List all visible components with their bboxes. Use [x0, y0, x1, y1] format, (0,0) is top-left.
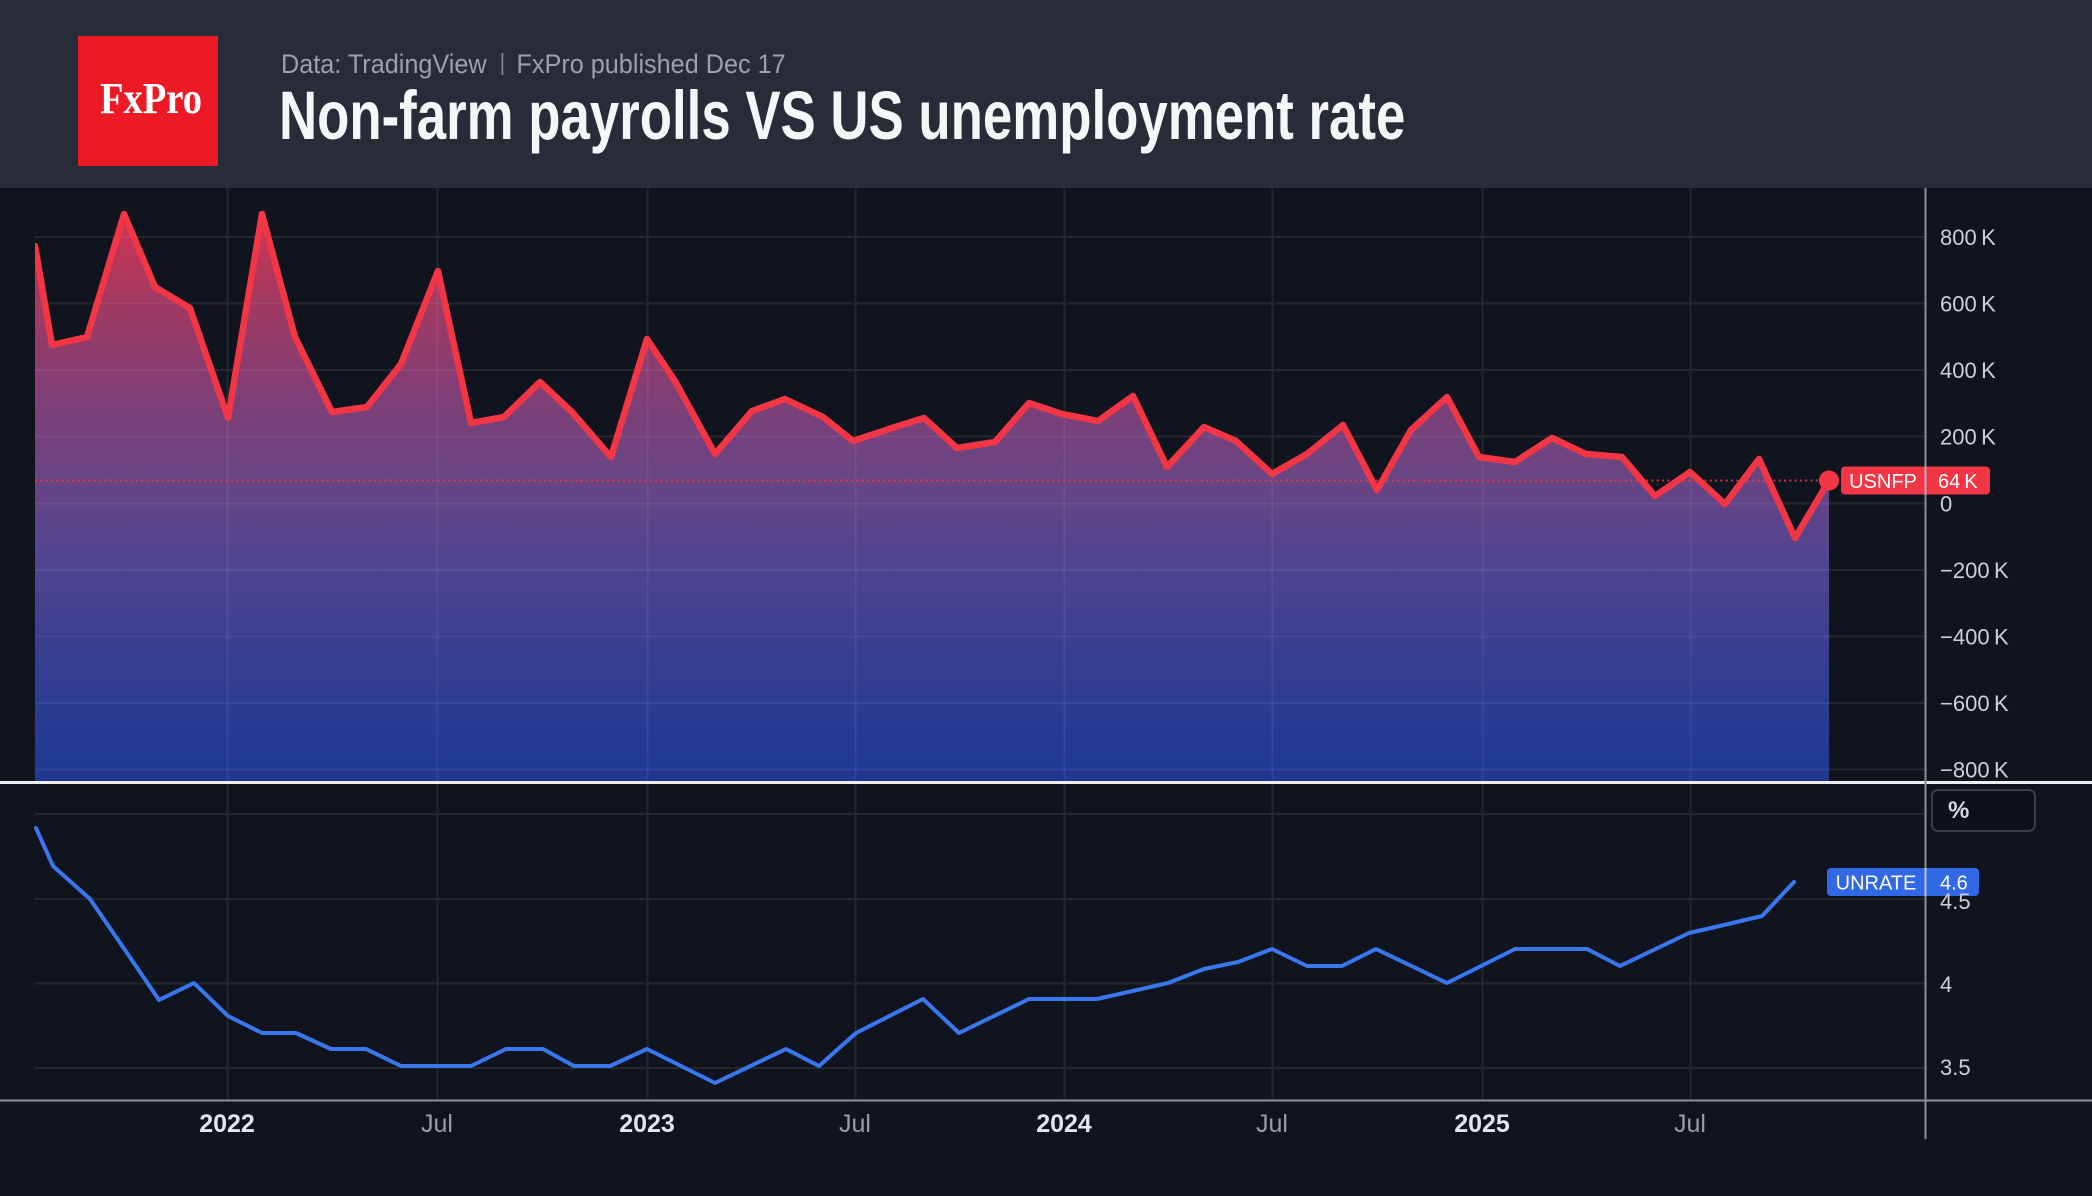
- svg-text:400 K: 400 K: [1940, 358, 1996, 383]
- svg-text:Jul: Jul: [839, 1110, 871, 1138]
- svg-text:4.6: 4.6: [1940, 873, 1968, 895]
- svg-text:2023: 2023: [619, 1110, 675, 1138]
- svg-text:2024: 2024: [1036, 1110, 1092, 1138]
- svg-text:800 K: 800 K: [1940, 225, 1996, 250]
- svg-text:0: 0: [1940, 492, 1952, 517]
- svg-text:Jul: Jul: [421, 1110, 453, 1138]
- svg-text:64 K: 64 K: [1938, 471, 1978, 493]
- svg-text:−200 K: −200 K: [1940, 558, 2009, 583]
- svg-text:600 K: 600 K: [1940, 292, 1996, 317]
- svg-text:200 K: 200 K: [1940, 425, 1996, 450]
- svg-text:4.5: 4.5: [1940, 889, 1971, 914]
- svg-text:2022: 2022: [199, 1110, 255, 1138]
- svg-text:Jul: Jul: [1674, 1110, 1706, 1138]
- svg-text:UNRATE: UNRATE: [1836, 873, 1917, 895]
- svg-text:3.5: 3.5: [1940, 1055, 1971, 1080]
- svg-text:%: %: [1948, 797, 1969, 824]
- svg-text:−600 K: −600 K: [1940, 691, 2009, 716]
- svg-text:−800 K: −800 K: [1940, 758, 2009, 783]
- svg-text:USNFP: USNFP: [1849, 471, 1917, 493]
- svg-text:−400 K: −400 K: [1940, 625, 2009, 650]
- svg-text:2025: 2025: [1454, 1110, 1510, 1138]
- svg-text:4: 4: [1940, 972, 1952, 997]
- svg-text:Jul: Jul: [1256, 1110, 1288, 1138]
